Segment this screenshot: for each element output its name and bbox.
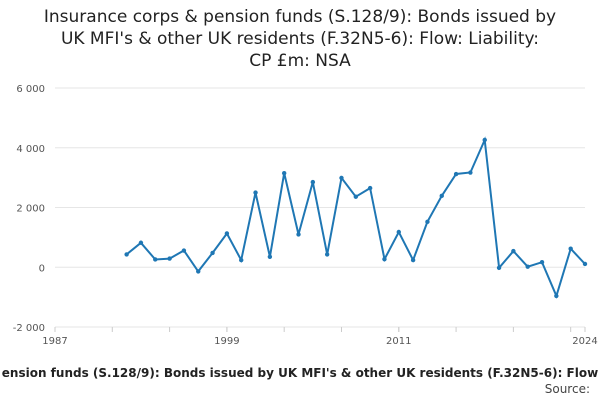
chart-title: Insurance corps & pension funds (S.128/9…: [0, 6, 600, 72]
data-point[interactable]: [353, 194, 359, 199]
y-tick-label: -2 000: [13, 323, 45, 334]
y-axis: 6 000 4 000 2 000 0 -2 000: [13, 84, 45, 334]
chart-title-line-2: UK MFI's & other UK residents (F.32N5-6)…: [60, 29, 540, 49]
data-point[interactable]: [511, 248, 516, 254]
data-point[interactable]: [339, 175, 344, 181]
data-point[interactable]: [425, 219, 430, 225]
data-point[interactable]: [210, 250, 215, 256]
legend-entry: ension funds (S.128/9): Bonds issued by …: [1, 366, 599, 380]
data-point[interactable]: [410, 257, 416, 263]
data-point[interactable]: [324, 252, 330, 257]
y-tick-label: 4 000: [16, 144, 45, 155]
data-point[interactable]: [439, 193, 444, 199]
data-point[interactable]: [539, 259, 545, 265]
data-point[interactable]: [224, 231, 230, 236]
y-tick-label: 0: [39, 263, 45, 274]
data-point[interactable]: [396, 229, 401, 235]
data-point[interactable]: [568, 246, 573, 251]
series-line: [125, 136, 586, 299]
data-point[interactable]: [453, 171, 459, 177]
data-point[interactable]: [554, 293, 559, 299]
x-axis: 1987 1999 2011 2024: [42, 327, 598, 347]
data-point[interactable]: [181, 248, 187, 253]
data-point[interactable]: [582, 261, 588, 267]
chart-title-line-3: CP £m: NSA: [249, 51, 351, 71]
data-point[interactable]: [367, 185, 373, 191]
data-point[interactable]: [267, 254, 273, 259]
y-tick-label: 2 000: [16, 204, 45, 215]
x-tick-label: 2011: [386, 336, 411, 347]
data-point[interactable]: [382, 256, 387, 262]
x-tick-label: 1999: [214, 336, 239, 347]
data-point[interactable]: [253, 190, 258, 195]
gridlines: [55, 87, 585, 328]
chart-title-line-1: Insurance corps & pension funds (S.128/9…: [43, 7, 557, 27]
x-tick-label: 1987: [42, 336, 67, 347]
series-points: [124, 137, 588, 299]
y-tick-label: 6 000: [16, 84, 45, 95]
data-point[interactable]: [296, 232, 301, 237]
data-point[interactable]: [281, 170, 287, 176]
data-point[interactable]: [196, 269, 201, 274]
source-label: Source:: [544, 382, 590, 396]
data-point[interactable]: [138, 240, 144, 245]
data-point[interactable]: [153, 257, 158, 262]
data-point[interactable]: [496, 265, 502, 271]
x-tick-label: 2024: [572, 336, 597, 347]
data-point[interactable]: [239, 257, 244, 263]
data-point[interactable]: [482, 137, 487, 143]
data-point[interactable]: [124, 252, 129, 257]
data-point[interactable]: [167, 256, 172, 261]
data-point[interactable]: [525, 264, 530, 269]
data-point[interactable]: [468, 170, 473, 175]
data-point[interactable]: [310, 179, 316, 185]
